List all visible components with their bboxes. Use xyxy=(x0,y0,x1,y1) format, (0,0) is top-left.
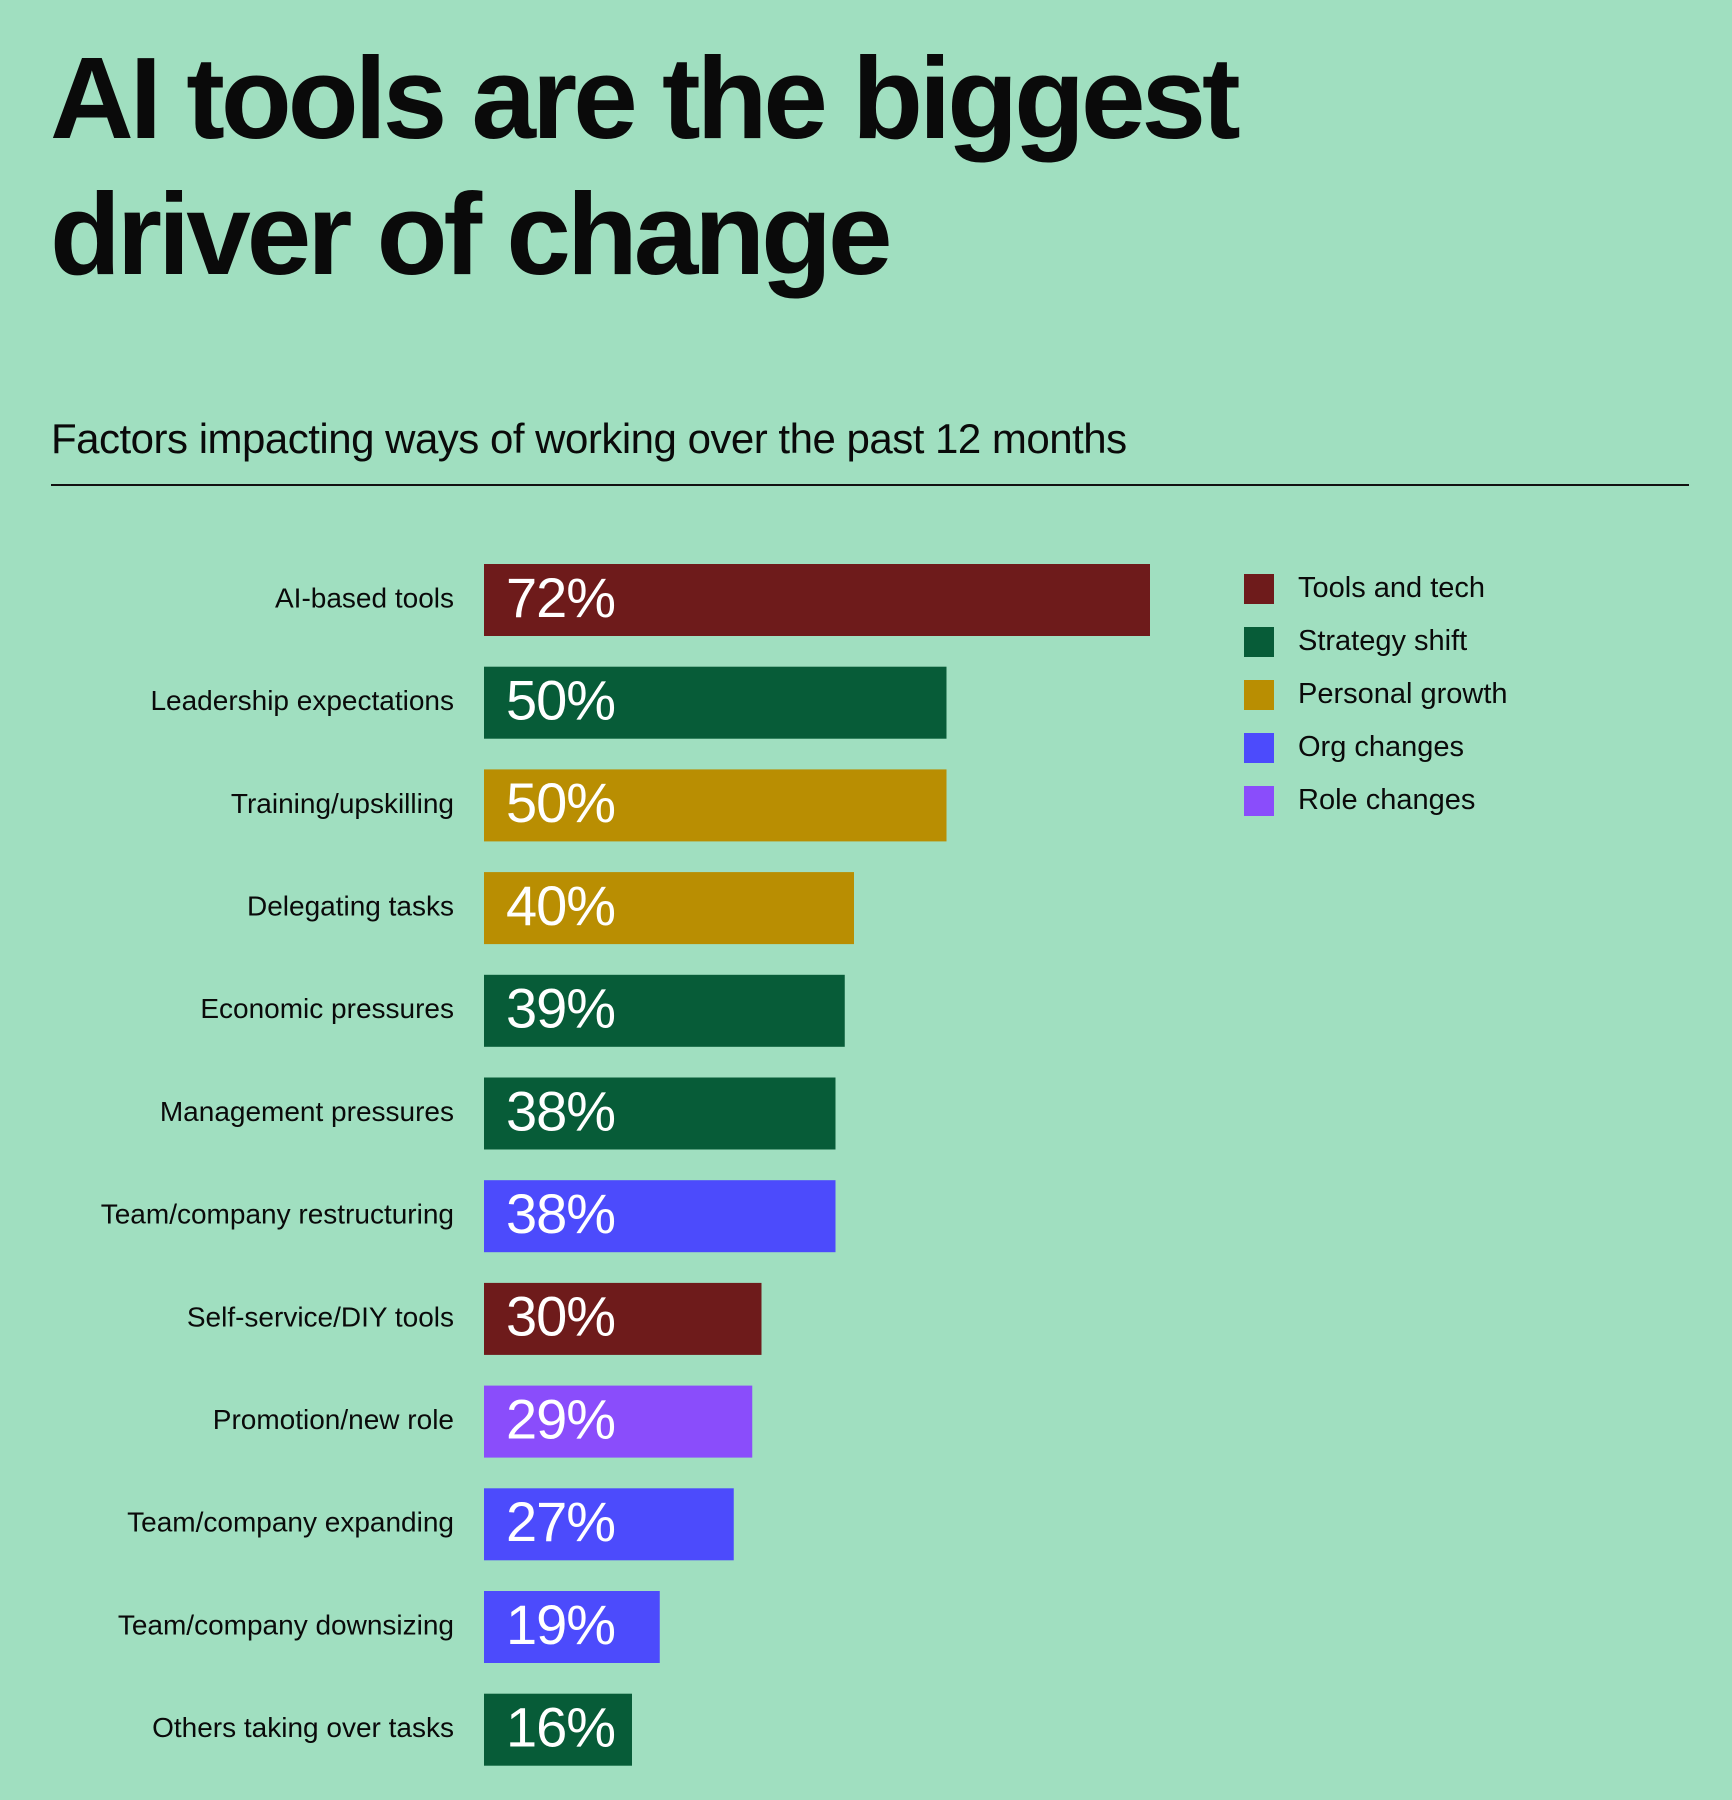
bar xyxy=(484,769,947,842)
category-label: Promotion/new role xyxy=(213,1404,454,1435)
bar-value-label: 40% xyxy=(506,874,615,937)
category-label: Economic pressures xyxy=(200,993,454,1024)
legend-swatch xyxy=(1244,785,1274,816)
bar xyxy=(484,1282,762,1355)
bar-value-label: 72% xyxy=(506,566,615,629)
legend-label: Personal growth xyxy=(1298,678,1508,710)
category-label: Management pressures xyxy=(160,1096,454,1127)
legend-swatch xyxy=(1244,679,1274,710)
legend-swatch xyxy=(1244,626,1274,657)
headline-line-2: driver of change xyxy=(50,169,892,299)
legend-item: Org changes xyxy=(1244,721,1508,774)
bar-chart: AI-based tools 72% Leadership expectations… xyxy=(101,564,1150,1766)
title-divider xyxy=(51,484,1689,486)
bar-value-label: 38% xyxy=(506,1182,615,1245)
bar xyxy=(484,564,1150,636)
bar xyxy=(484,1488,734,1561)
category-label: Delegating tasks xyxy=(247,890,454,921)
bar-value-label: 39% xyxy=(506,977,615,1040)
bar-value-label: 38% xyxy=(506,1079,615,1142)
category-label: Training/upskilling xyxy=(231,788,454,819)
chart-title: Factors impacting ways of working over t… xyxy=(51,415,1127,462)
bar-value-label: 50% xyxy=(506,771,615,834)
bar-value-label: 29% xyxy=(506,1387,615,1450)
legend-label: Strategy shift xyxy=(1298,625,1468,657)
headline-line-1: AI tools are the biggest xyxy=(50,33,1241,163)
legend-label: Org changes xyxy=(1298,731,1465,763)
legend-label: Tools and tech xyxy=(1298,572,1486,604)
category-label: Self-service/DIY tools xyxy=(187,1301,454,1332)
bar xyxy=(484,1385,753,1458)
legend-item: Strategy shift xyxy=(1244,615,1508,668)
category-label: Team/company expanding xyxy=(127,1507,454,1538)
legend-swatch xyxy=(1244,732,1274,763)
legend-item: Tools and tech xyxy=(1244,562,1508,615)
bar xyxy=(484,1693,632,1766)
bar xyxy=(484,1077,836,1150)
legend-item: Personal growth xyxy=(1244,668,1508,721)
legend-item: Role changes xyxy=(1244,774,1508,827)
category-label: Others taking over tasks xyxy=(152,1712,454,1743)
bar xyxy=(484,1591,660,1663)
category-label: AI-based tools xyxy=(275,582,454,613)
category-label: Leadership expectations xyxy=(150,685,454,716)
chart-legend: Tools and tech Strategy shift Personal gro… xyxy=(1244,562,1508,827)
bar-value-label: 27% xyxy=(506,1490,615,1553)
bar xyxy=(484,1180,836,1253)
bar xyxy=(484,666,947,739)
bar-value-label: 16% xyxy=(506,1695,615,1758)
category-label: Team/company restructuring xyxy=(101,1199,454,1230)
headline: AI tools are the biggest driver of chang… xyxy=(50,30,1350,302)
bar xyxy=(484,974,845,1047)
bar-value-label: 50% xyxy=(506,668,615,731)
legend-label: Role changes xyxy=(1298,784,1476,816)
bar-value-label: 30% xyxy=(506,1285,615,1348)
legend-swatch xyxy=(1244,573,1274,604)
bar xyxy=(484,872,854,945)
category-label: Team/company downsizing xyxy=(118,1609,454,1640)
bar-value-label: 19% xyxy=(506,1593,615,1656)
